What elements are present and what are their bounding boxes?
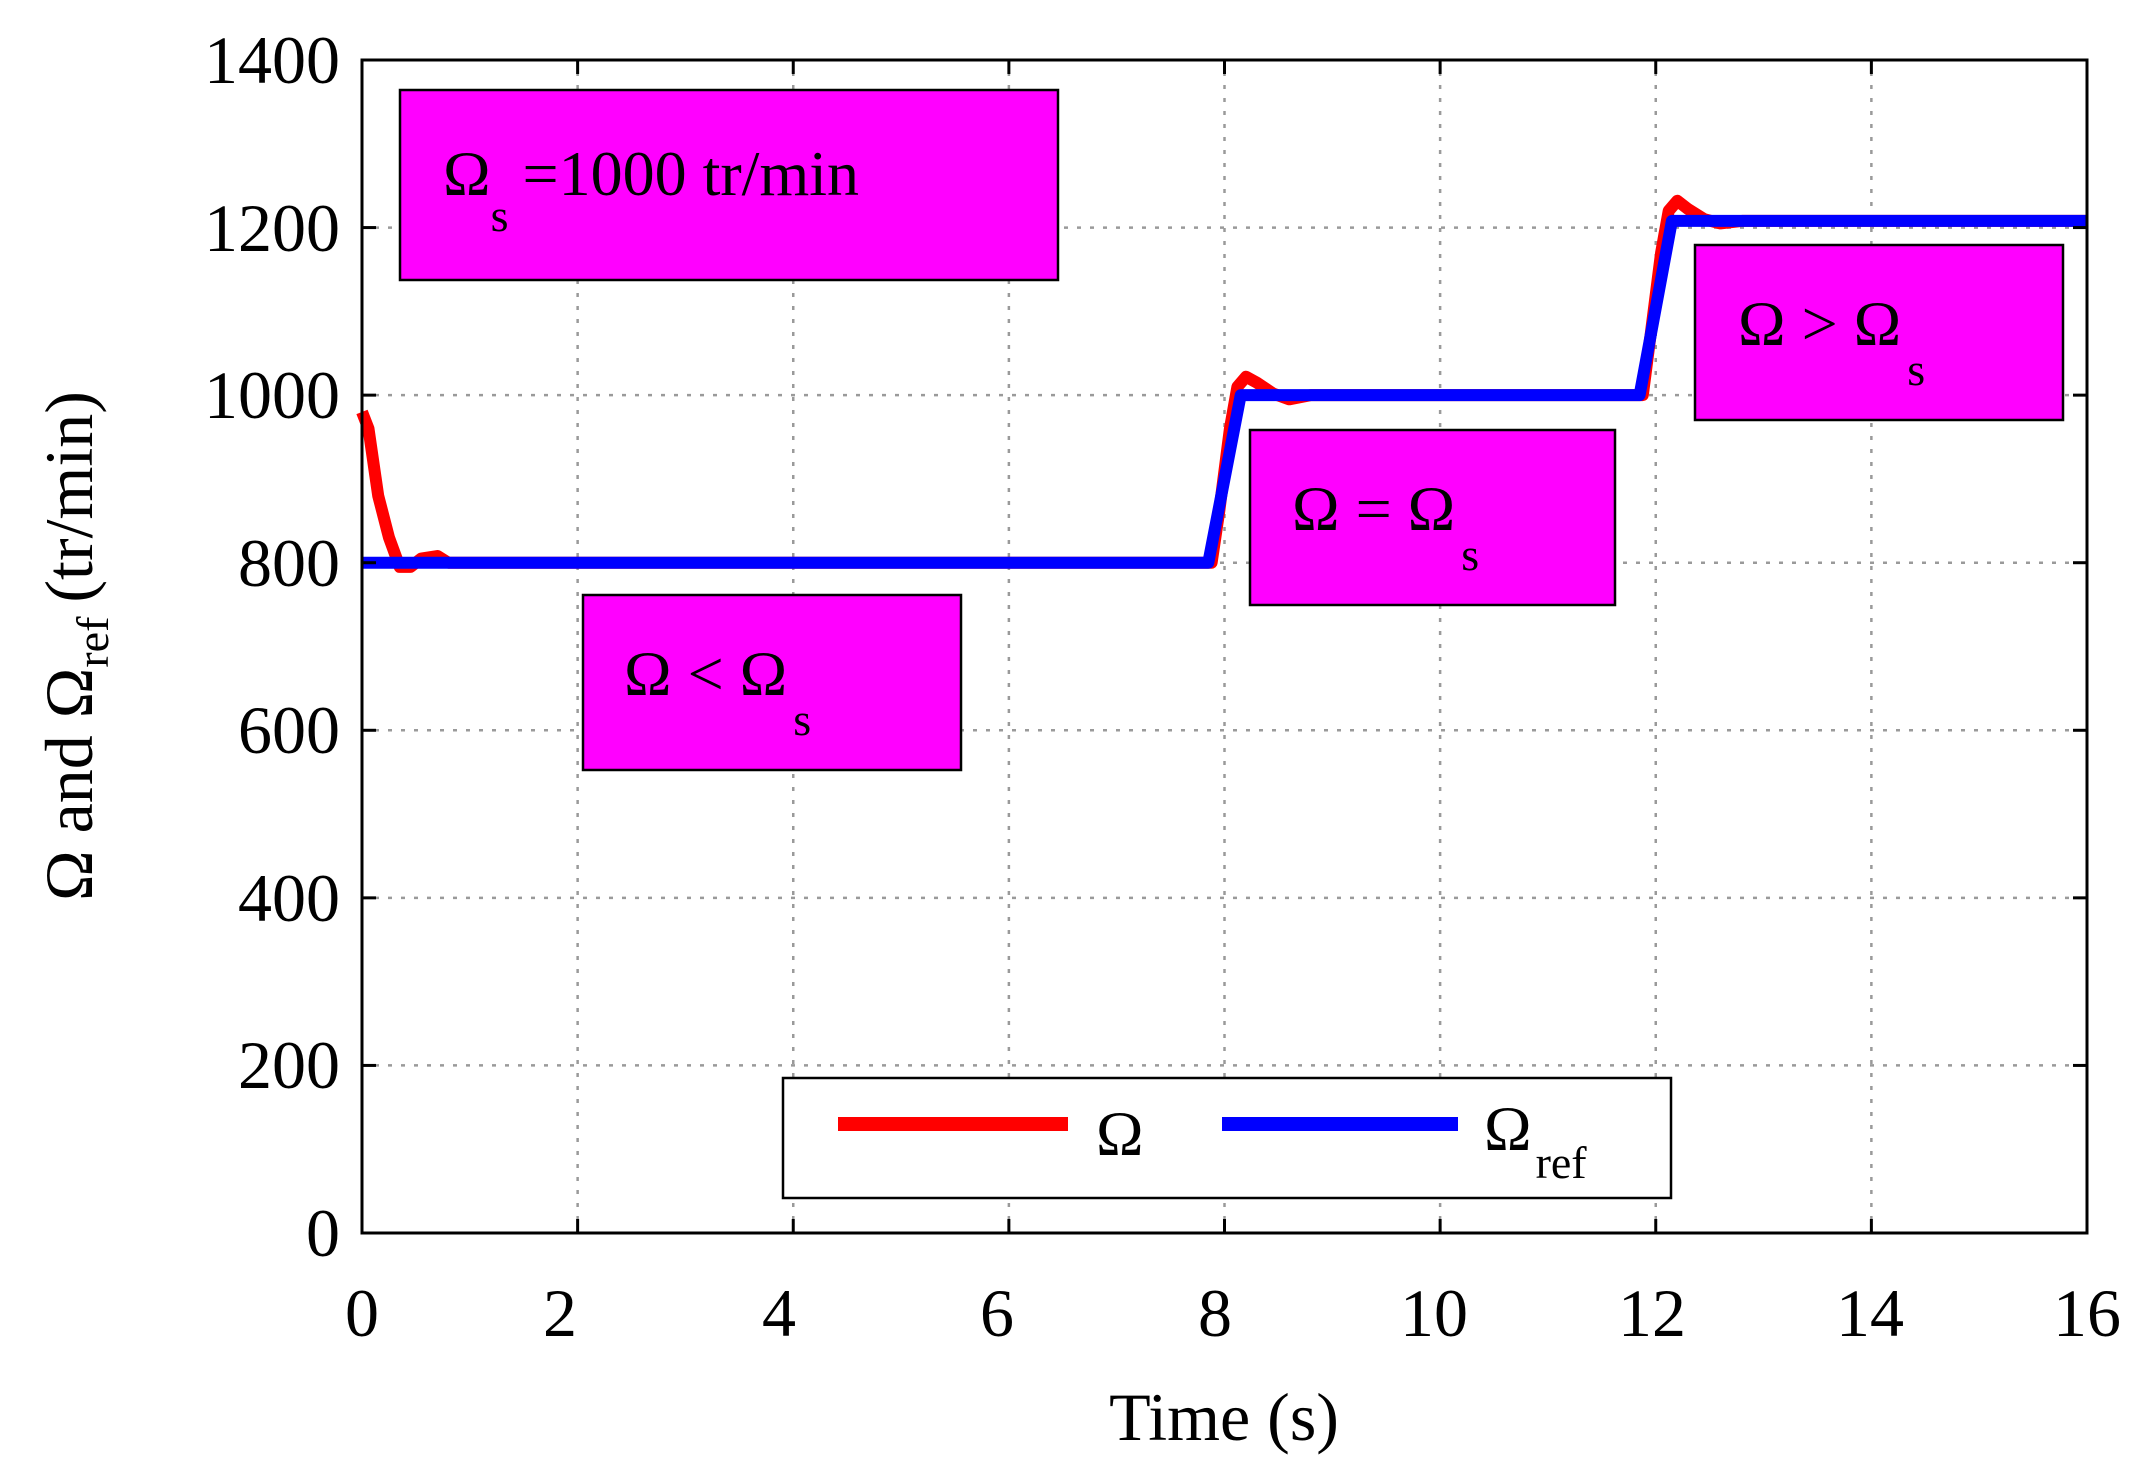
x-tick-label: 0 bbox=[345, 1275, 379, 1351]
annotation-sub: s bbox=[793, 694, 811, 745]
annotation-box-bg bbox=[1693, 243, 2065, 422]
y-tick-label: 600 bbox=[238, 692, 340, 768]
annotation-above-synchronous: Ω > Ωs bbox=[1693, 243, 2065, 422]
ticks bbox=[360, 58, 2089, 1235]
y-axis-title-tail: (tr/min) bbox=[31, 391, 107, 603]
x-tick-label: 12 bbox=[1618, 1275, 1686, 1351]
annotation-main: Ω > Ω bbox=[1738, 288, 1901, 359]
y-tick-label: 400 bbox=[238, 860, 340, 936]
x-tick-labels: 0 2 4 6 8 10 12 14 16 bbox=[345, 1275, 2121, 1351]
y-tick-label: 200 bbox=[238, 1027, 340, 1103]
x-axis-title: Time (s) bbox=[1109, 1379, 1339, 1455]
x-tick-label: 10 bbox=[1400, 1275, 1468, 1351]
legend-label-omega: Ω bbox=[1096, 1098, 1144, 1169]
y-tick-label: 800 bbox=[238, 525, 340, 601]
y-tick-label: 1200 bbox=[204, 190, 340, 266]
y-axis-title: Ω and Ωref (tr/min) bbox=[31, 391, 118, 901]
annotation-text: Ωs =1000 tr/min bbox=[443, 138, 859, 241]
annotation-text: Ω < Ωs bbox=[624, 638, 811, 745]
annotation-main: Ω < Ω bbox=[624, 638, 787, 709]
legend-label-omega-ref: Ωref bbox=[1484, 1093, 1587, 1188]
x-tick-label: 16 bbox=[2053, 1275, 2121, 1351]
x-tick-label: 14 bbox=[1836, 1275, 1904, 1351]
annotation-at-synchronous: Ω = Ωs bbox=[1248, 428, 1617, 607]
annotation-synchronous-speed: Ωs =1000 tr/min bbox=[398, 88, 1060, 282]
x-tick-label: 4 bbox=[762, 1275, 796, 1351]
annotation-text: Ω > Ωs bbox=[1738, 288, 1925, 395]
x-tick-label: 8 bbox=[1198, 1275, 1232, 1351]
y-axis-title-base: Ω and Ω bbox=[31, 668, 107, 901]
legend: Ω Ωref bbox=[781, 1076, 1673, 1200]
annotation-box-bg bbox=[581, 593, 963, 772]
y-axis-title-sub: ref bbox=[67, 616, 118, 668]
y-tick-label: 1400 bbox=[204, 22, 340, 98]
annotation-main: Ω = Ω bbox=[1292, 473, 1455, 544]
x-tick-label: 2 bbox=[543, 1275, 577, 1351]
series-layer bbox=[356, 194, 2087, 573]
legend-label-main: Ω bbox=[1484, 1093, 1532, 1164]
legend-box bbox=[781, 1076, 1673, 1200]
annotation-text: Ω = Ωs bbox=[1292, 473, 1479, 580]
y-tick-label: 0 bbox=[306, 1195, 340, 1271]
series-line-omega-ref bbox=[362, 214, 2087, 569]
annotation-tail: =1000 tr/min bbox=[522, 138, 859, 209]
legend-label-sub: ref bbox=[1536, 1137, 1588, 1188]
annotation-sub: s bbox=[491, 190, 509, 241]
annotation-box-bg bbox=[398, 88, 1060, 282]
annotation-below-synchronous: Ω < Ωs bbox=[581, 593, 963, 772]
annotation-sub: s bbox=[1907, 344, 1925, 395]
annotation-box-bg bbox=[1248, 428, 1617, 607]
y-tick-labels: 0 200 400 600 800 1000 1200 1400 bbox=[204, 22, 340, 1271]
annotation-main: Ω bbox=[443, 138, 491, 209]
legend-label-main: Ω bbox=[1096, 1098, 1144, 1169]
annotation-sub: s bbox=[1461, 529, 1479, 580]
y-tick-label: 1000 bbox=[204, 357, 340, 433]
x-tick-label: 6 bbox=[980, 1275, 1014, 1351]
